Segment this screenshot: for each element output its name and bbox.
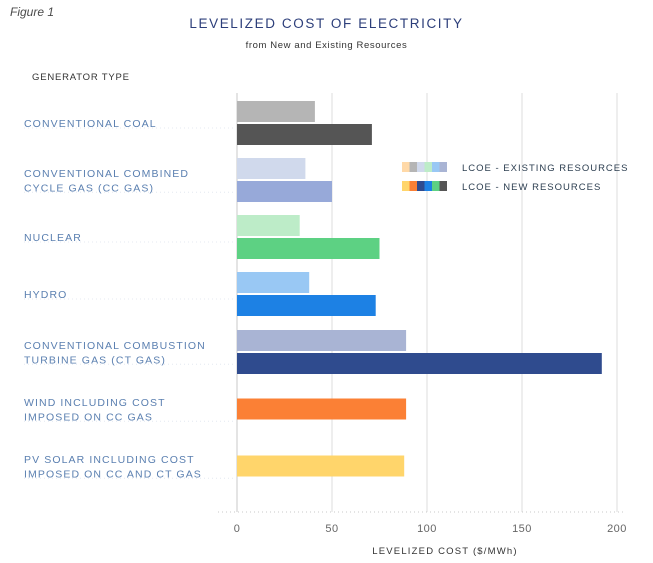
bar-new [237, 353, 602, 374]
category-label: NUCLEAR [24, 232, 82, 244]
legend-swatch [432, 181, 440, 191]
category-label: TURBINE GAS (CT GAS) [24, 354, 166, 366]
legend-swatch [417, 162, 425, 172]
bar-new [237, 124, 372, 145]
category-label: PV SOLAR INCLUDING COST [24, 454, 195, 466]
legend-swatch [402, 181, 410, 191]
legend-swatch [424, 181, 432, 191]
x-tick-label: 0 [234, 523, 241, 535]
legend-label: LCOE - EXISTING RESOURCES [462, 163, 628, 174]
bar-existing [237, 158, 306, 179]
figure-label: Figure 1 [10, 5, 55, 19]
x-tick-label: 150 [512, 523, 532, 535]
category-labels: CONVENTIONAL COAL CONVENTIONAL COMBINED CY… [24, 118, 206, 480]
legend-swatch [409, 181, 417, 191]
x-axis-title: LEVELIZED COST ($/MWh) [372, 546, 518, 557]
category-label: CONVENTIONAL COAL [24, 118, 157, 130]
chart-title: LEVELIZED COST OF ELECTRICITY [189, 16, 464, 31]
legend-swatch [439, 181, 447, 191]
legend-swatch [424, 162, 432, 172]
x-tick-label: 100 [417, 523, 437, 535]
category-label: HYDRO [24, 289, 67, 301]
x-tick-label: 50 [325, 523, 338, 535]
category-label: CONVENTIONAL COMBUSTION [24, 340, 206, 352]
bar-new [237, 455, 405, 477]
legend-swatch [409, 162, 417, 172]
category-label: IMPOSED ON CC AND CT GAS [24, 468, 202, 480]
category-guides [24, 127, 235, 479]
legend-label: LCOE - NEW RESOURCES [462, 182, 601, 193]
legend-swatch [432, 162, 440, 172]
bar-existing [237, 215, 300, 236]
bar-existing [237, 101, 315, 122]
category-axis-title: GENERATOR TYPE [32, 72, 130, 83]
x-axis: 0 50 100 150 200 LEVELIZED COST ($/MWh) [218, 511, 627, 557]
bar-new [237, 398, 407, 420]
bar-existing [237, 272, 310, 293]
category-label: IMPOSED ON CC GAS [24, 411, 153, 423]
bars [237, 101, 602, 477]
bar-new [237, 238, 380, 259]
bar-new [237, 295, 376, 316]
bar-new [237, 181, 332, 202]
legend-swatch [439, 162, 447, 172]
legend: LCOE - EXISTING RESOURCES LCOE - NEW RESO… [402, 162, 628, 193]
bar-existing [237, 330, 407, 351]
category-label: CYCLE GAS (CC GAS) [24, 182, 154, 194]
category-label: CONVENTIONAL COMBINED [24, 168, 189, 180]
category-label: WIND INCLUDING COST [24, 397, 166, 409]
chart-subtitle: from New and Existing Resources [245, 40, 408, 51]
legend-swatch [417, 181, 425, 191]
legend-swatch [402, 162, 410, 172]
x-tick-label: 200 [607, 523, 627, 535]
